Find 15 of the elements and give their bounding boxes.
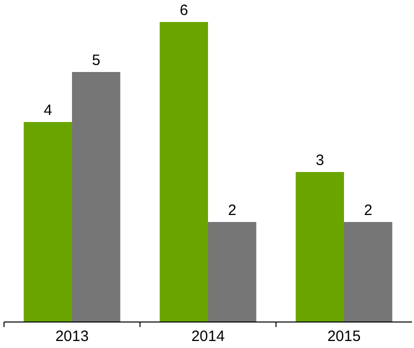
data-label: 2 — [228, 202, 236, 219]
bar — [344, 222, 392, 322]
data-label: 5 — [92, 52, 100, 69]
data-label: 4 — [44, 102, 52, 119]
bar — [296, 172, 344, 322]
data-label: 2 — [364, 202, 372, 219]
x-tick-label: 2013 — [55, 328, 89, 345]
data-label: 6 — [180, 2, 188, 19]
bar — [72, 72, 120, 322]
data-label: 3 — [316, 152, 324, 169]
bar — [160, 22, 208, 322]
x-tick-label: 2014 — [191, 328, 225, 345]
bar — [24, 122, 72, 322]
x-tick-label: 2015 — [327, 328, 361, 345]
bar — [208, 222, 256, 322]
